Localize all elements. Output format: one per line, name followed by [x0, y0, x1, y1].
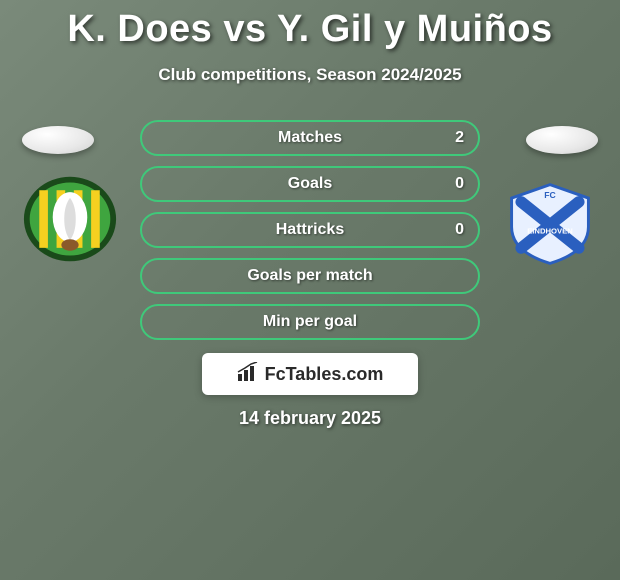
subtitle: Club competitions, Season 2024/2025: [0, 65, 620, 85]
stat-row-goals: Goals 0: [140, 166, 480, 202]
club-right-badge: FC EINDHOVEN: [502, 180, 598, 268]
stat-label: Matches: [278, 129, 342, 147]
watermark-text: FcTables.com: [265, 364, 384, 385]
stat-label: Goals: [288, 175, 332, 193]
stat-row-hattricks: Hattricks 0: [140, 212, 480, 248]
player-left-avatar: [22, 126, 94, 154]
stat-label: Goals per match: [247, 267, 372, 285]
date-label: 14 february 2025: [0, 408, 620, 429]
stat-row-min-per-goal: Min per goal: [140, 304, 480, 340]
svg-text:EINDHOVEN: EINDHOVEN: [527, 227, 573, 236]
stat-label: Hattricks: [276, 221, 344, 239]
stat-right-value: 0: [455, 175, 464, 193]
watermark-badge: FcTables.com: [202, 353, 418, 395]
stat-right-value: 2: [455, 129, 464, 147]
stat-label: Min per goal: [263, 313, 357, 331]
club-left-badge: [22, 176, 118, 264]
stat-right-value: 0: [455, 221, 464, 239]
player-right-avatar: [526, 126, 598, 154]
page-title: K. Does vs Y. Gil y Muiños: [0, 0, 620, 51]
stats-container: Matches 2 Goals 0 Hattricks 0 Goals per …: [140, 120, 480, 350]
chart-icon: [237, 362, 259, 387]
stat-row-goals-per-match: Goals per match: [140, 258, 480, 294]
svg-text:FC: FC: [544, 190, 556, 200]
stat-row-matches: Matches 2: [140, 120, 480, 156]
